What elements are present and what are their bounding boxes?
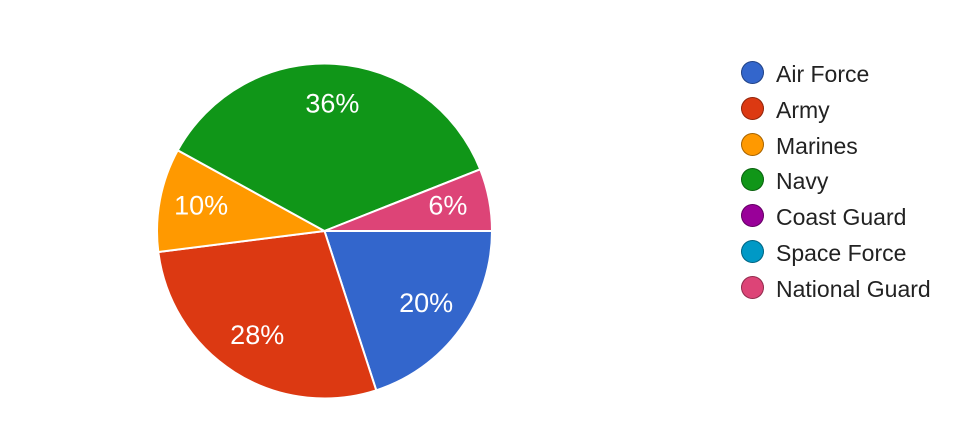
svg-text:28%: 28% (230, 320, 284, 350)
svg-text:10%: 10% (174, 191, 228, 221)
svg-text:36%: 36% (305, 89, 359, 119)
svg-text:20%: 20% (399, 288, 453, 318)
svg-text:6%: 6% (428, 191, 467, 221)
